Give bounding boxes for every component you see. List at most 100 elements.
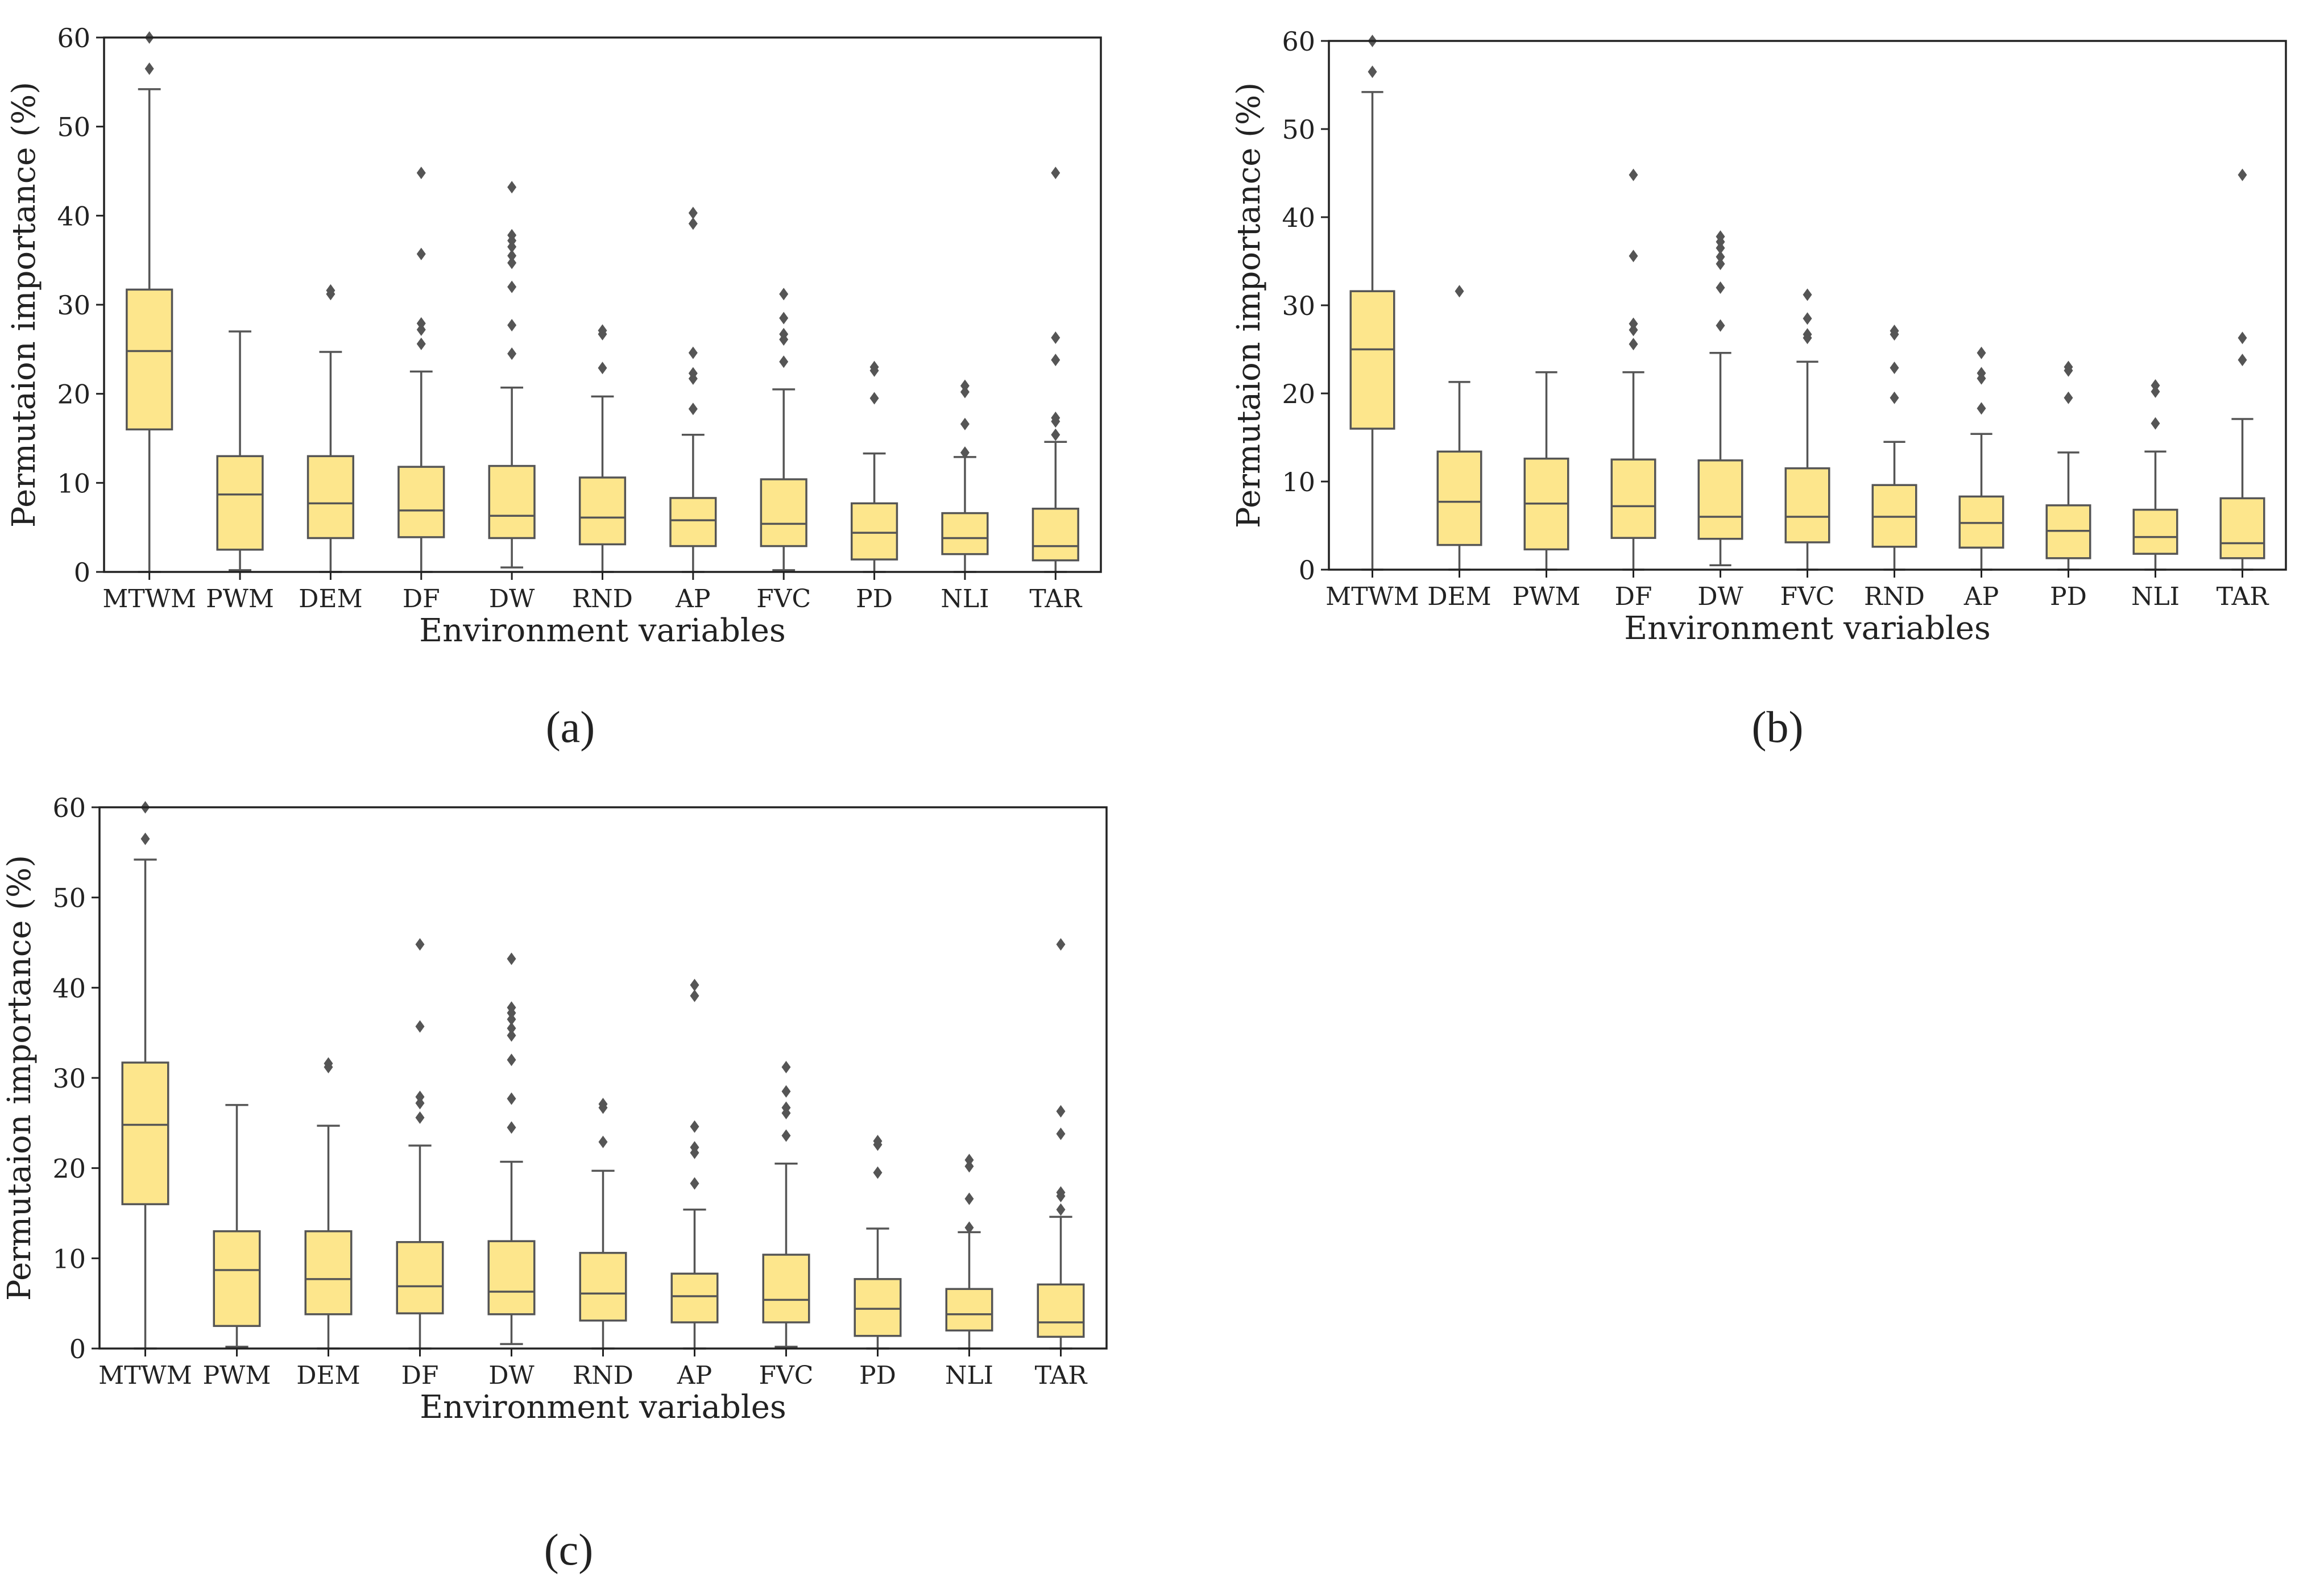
outlier-dw xyxy=(1716,250,1725,263)
x-tick-label-pd: PD xyxy=(856,584,893,613)
x-tick-label-ap: AP xyxy=(1963,582,1999,611)
outlier-dw xyxy=(1716,258,1725,271)
x-tick-label-dem: DEM xyxy=(1427,582,1491,611)
box-nli xyxy=(945,1288,993,1332)
outlier-ap xyxy=(1977,402,1986,415)
outlier-rnd xyxy=(1890,391,1899,404)
outlier-fvc xyxy=(781,1085,791,1098)
y-tick-label: 30 xyxy=(1282,291,1315,321)
outlier-tar xyxy=(1051,411,1060,424)
y-tick-label: 50 xyxy=(57,112,90,143)
outlier-df xyxy=(416,167,426,180)
caption-b: (b) xyxy=(1752,702,1804,752)
box-tar xyxy=(2219,497,2265,559)
y-tick-label: 60 xyxy=(57,23,90,53)
x-tick-label-pd: PD xyxy=(2050,582,2087,611)
box-pd xyxy=(851,502,898,561)
x-tick-label-tar: TAR xyxy=(2217,582,2270,611)
x-tick-label-ap: AP xyxy=(677,1361,712,1390)
y-tick-label: 30 xyxy=(52,1063,86,1094)
outlier-ap xyxy=(688,367,698,380)
box-rnd xyxy=(578,476,627,546)
box-mtwm xyxy=(1349,290,1395,430)
y-tick-label: 50 xyxy=(1282,114,1315,145)
x-axis-label: Environment variables xyxy=(419,612,785,649)
x-tick-label-tar: TAR xyxy=(1029,584,1083,613)
outlier-fvc xyxy=(781,1101,791,1114)
y-axis-label: Permutaion importance (%) xyxy=(1,855,38,1301)
outlier-fvc xyxy=(1803,288,1812,301)
box-pwm xyxy=(216,455,264,551)
box-tar xyxy=(1031,508,1079,562)
box-df xyxy=(396,1241,444,1314)
outlier-rnd xyxy=(1890,324,1899,337)
y-tick-label: 50 xyxy=(52,883,86,914)
x-tick-label-rnd: RND xyxy=(572,584,633,613)
outlier-dw xyxy=(507,1029,516,1042)
plot-frame xyxy=(1328,40,2287,571)
outlier-fvc xyxy=(779,288,789,301)
outlier-dw xyxy=(507,249,517,262)
outlier-dem xyxy=(1455,285,1464,298)
box-nli xyxy=(2132,508,2178,555)
outlier-ap xyxy=(1977,367,1986,380)
outlier-dw xyxy=(507,181,517,194)
x-tick-label-pwm: PWM xyxy=(1513,582,1581,611)
outlier-tar xyxy=(2238,354,2247,367)
x-tick-label-mtwm: MTWM xyxy=(98,1361,192,1390)
box-rnd xyxy=(579,1252,627,1322)
y-tick-label: 30 xyxy=(57,290,90,321)
box-df xyxy=(397,466,445,538)
box-fvc xyxy=(760,478,807,547)
outlier-fvc xyxy=(779,312,789,325)
x-tick-label-rnd: RND xyxy=(573,1361,633,1390)
box-tar xyxy=(1037,1283,1085,1338)
x-tick-label-nli: NLI xyxy=(941,584,989,613)
outlier-pd xyxy=(869,360,879,374)
outlier-ap xyxy=(690,1141,699,1154)
outlier-ap xyxy=(1977,346,1986,359)
outlier-dw xyxy=(507,952,516,965)
x-tick-label-pwm: PWM xyxy=(203,1361,271,1390)
outlier-dw xyxy=(1716,281,1725,294)
x-tick-label-fvc: FVC xyxy=(756,584,811,613)
box-dem xyxy=(1436,450,1482,546)
outlier-dw xyxy=(507,1001,516,1014)
outlier-nli xyxy=(964,1154,974,1167)
outlier-tar xyxy=(1056,1105,1066,1118)
outlier-tar xyxy=(1056,1127,1066,1140)
box-ap xyxy=(670,1272,719,1324)
y-tick-label: 0 xyxy=(74,557,90,588)
panel-c: 0 10 20 30 40 50 60 MTWM PWM DEM DF DW RND AP FVC PD NLI… xyxy=(1,793,1108,1426)
x-tick-label-ap: AP xyxy=(675,584,710,613)
outlier-dw xyxy=(507,1053,516,1067)
outlier-pd xyxy=(869,392,879,405)
outlier-df xyxy=(1629,317,1638,330)
outlier-dw xyxy=(507,280,517,293)
x-tick-label-tar: TAR xyxy=(1035,1361,1088,1390)
outlier-ap xyxy=(688,217,698,230)
outlier-fvc xyxy=(781,1129,791,1142)
x-tick-label-dw: DW xyxy=(489,584,535,613)
outlier-nli xyxy=(960,379,970,392)
x-tick-label-dem: DEM xyxy=(296,1361,360,1390)
outlier-pd xyxy=(873,1166,883,1179)
y-tick-label: 20 xyxy=(57,379,90,410)
outlier-df xyxy=(416,337,426,350)
caption-a: (a) xyxy=(546,702,595,752)
outlier-dw xyxy=(1716,230,1725,243)
outlier-tar xyxy=(1051,331,1060,344)
x-tick-label-df: DF xyxy=(1615,582,1652,611)
x-tick-label-pd: PD xyxy=(859,1361,896,1390)
x-tick-label-dw: DW xyxy=(488,1361,535,1390)
outlier-pd xyxy=(2064,391,2073,404)
x-axis-label: Environment variables xyxy=(1624,610,1990,647)
x-tick-label-mtwm: MTWM xyxy=(102,584,196,613)
outlier-df xyxy=(416,247,426,260)
x-tick-label-df: DF xyxy=(401,1361,439,1390)
outlier-dw xyxy=(507,1022,516,1035)
plot-frame xyxy=(103,36,1102,573)
outlier-tar xyxy=(1056,1186,1066,1199)
outlier-tar xyxy=(1051,167,1060,180)
outlier-tar xyxy=(1056,1203,1066,1216)
